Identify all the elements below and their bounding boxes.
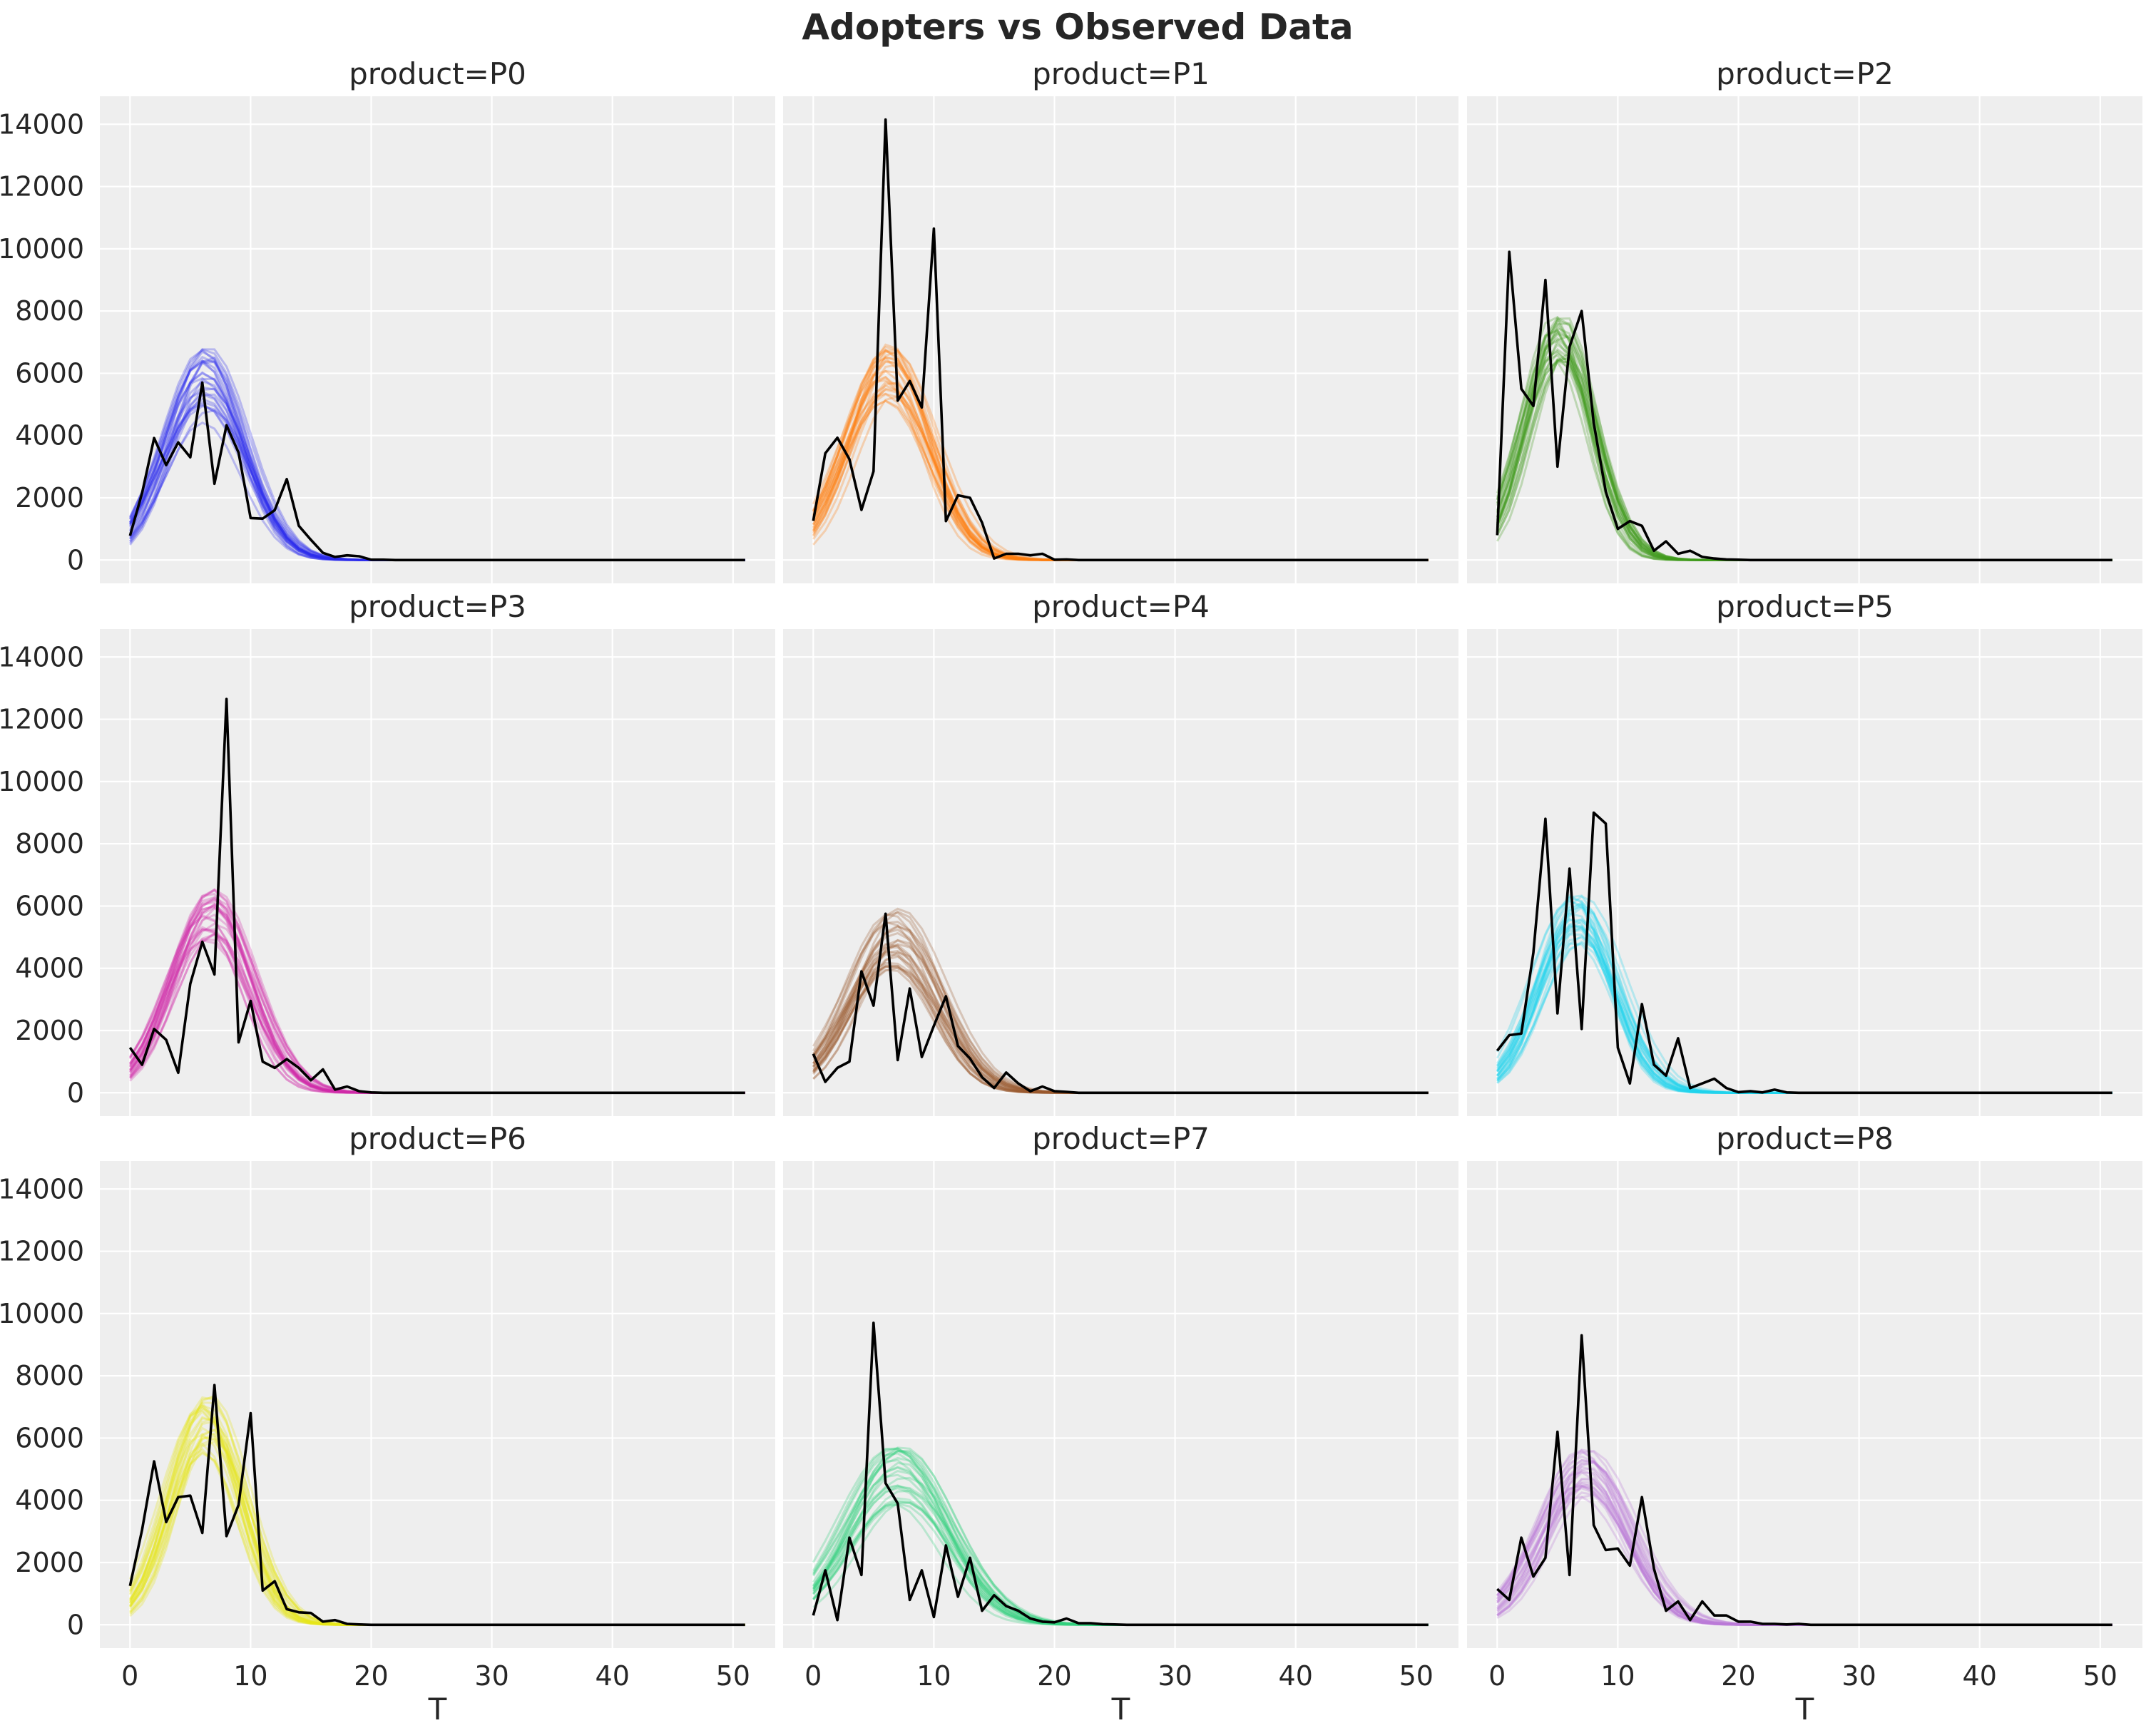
panel-p3: product=P3 0 2000 4000 6000 8000 10000 12000 140…	[0, 589, 775, 1116]
panel-title: product=P7	[1032, 1121, 1210, 1156]
y-tick-label: 0	[67, 1077, 84, 1108]
panel-title: product=P4	[1032, 589, 1210, 624]
grid	[783, 629, 1458, 1116]
grid	[1467, 96, 2142, 583]
plot-area	[1496, 1334, 2112, 1627]
plot-area	[128, 1384, 745, 1627]
x-axis-label: T	[1111, 1692, 1130, 1727]
panel-p2: product=P2	[1467, 56, 2142, 583]
y-tick-label: 8000	[15, 295, 84, 327]
grid	[100, 629, 775, 1116]
x-tick-label: 0	[804, 1660, 822, 1692]
y-tick-label: 6000	[15, 357, 84, 389]
plot-area	[1496, 811, 2112, 1095]
x-tick-label: 0	[121, 1660, 138, 1692]
x-axis-label: T	[428, 1692, 447, 1727]
plot-area	[812, 907, 1429, 1095]
x-tick-label: 30	[1841, 1660, 1876, 1692]
grid	[100, 96, 775, 583]
y-tick-label: 6000	[15, 890, 84, 921]
y-tick-label: 8000	[15, 828, 84, 859]
x-tick-label: 30	[1158, 1660, 1192, 1692]
y-tick-label: 4000	[15, 1485, 84, 1516]
plot-area	[1496, 250, 2112, 562]
panel-p5: product=P5	[1467, 589, 2142, 1116]
observed-line	[128, 381, 745, 562]
y-tick-label: 12000	[0, 171, 84, 203]
panel-p0: product=P0 0 2000 4000 6000 8000 10000 12000 140…	[0, 56, 775, 583]
panel-title: product=P1	[1032, 56, 1210, 91]
x-tick-label: 20	[354, 1660, 388, 1692]
x-tick-label: 0	[1488, 1660, 1506, 1692]
x-tick-label: 40	[1279, 1660, 1313, 1692]
observed-line	[1496, 250, 2112, 562]
panel-title: product=P5	[1716, 589, 1894, 624]
grid	[783, 96, 1458, 583]
panel-p6: product=P6 0 2000 4000 6000 8000 10000 12000 140…	[0, 1121, 775, 1727]
panel-background	[1467, 96, 2142, 583]
observed-line	[812, 1321, 1429, 1627]
plot-area	[812, 1321, 1429, 1627]
y-tick-label: 8000	[15, 1360, 84, 1391]
x-tick-label: 50	[2083, 1660, 2117, 1692]
x-tick-label: 10	[233, 1660, 267, 1692]
panel-title: product=P6	[349, 1121, 526, 1156]
observed-line	[812, 118, 1429, 562]
panel-background	[1467, 629, 2142, 1116]
y-tick-label: 12000	[0, 704, 84, 735]
y-tick-label: 14000	[0, 108, 84, 140]
x-tick-label: 50	[1399, 1660, 1434, 1692]
observed-line	[1496, 811, 2112, 1095]
y-tick-label: 0	[67, 544, 84, 576]
y-tick-label: 2000	[15, 482, 84, 513]
x-tick-label: 30	[474, 1660, 509, 1692]
panel-p1: product=P1	[783, 56, 1458, 583]
y-tick-label: 10000	[0, 1298, 84, 1329]
x-tick-label: 50	[716, 1660, 750, 1692]
panel-title: product=P3	[349, 589, 526, 624]
y-tick-label: 14000	[0, 1173, 84, 1205]
plot-area	[128, 697, 745, 1095]
x-tick-label: 20	[1721, 1660, 1755, 1692]
y-tick-label: 2000	[15, 1015, 84, 1046]
y-tick-label: 14000	[0, 641, 84, 673]
panel-background	[1467, 1161, 2142, 1648]
y-tick-label: 0	[67, 1609, 84, 1640]
x-tick-label: 10	[1600, 1660, 1635, 1692]
x-tick-label: 20	[1037, 1660, 1071, 1692]
x-tick-label: 40	[596, 1660, 630, 1692]
panel-p8: product=P8 0 10 20 30 40 50 T	[1467, 1121, 2142, 1727]
plot-area	[812, 118, 1429, 562]
y-tick-label: 10000	[0, 766, 84, 797]
x-tick-label: 40	[1963, 1660, 1997, 1692]
panel-p4: product=P4	[783, 589, 1458, 1116]
observed-line	[812, 912, 1429, 1095]
y-tick-label: 4000	[15, 420, 84, 451]
x-axis-label: T	[1795, 1692, 1814, 1727]
panel-background	[783, 629, 1458, 1116]
panel-title: product=P2	[1716, 56, 1894, 91]
plot-area	[128, 348, 745, 562]
x-tick-label: 10	[916, 1660, 951, 1692]
figure-title: Adopters vs Observed Data	[802, 6, 1353, 48]
y-tick-label: 6000	[15, 1422, 84, 1453]
observed-line	[128, 1384, 745, 1627]
observed-line	[128, 697, 745, 1095]
panel-title: product=P0	[349, 56, 526, 91]
y-tick-label: 12000	[0, 1236, 84, 1267]
y-tick-label: 2000	[15, 1547, 84, 1578]
panel-background	[100, 629, 775, 1116]
observed-line	[1496, 1334, 2112, 1627]
y-tick-label: 10000	[0, 233, 84, 265]
panel-background	[100, 96, 775, 583]
y-tick-label: 4000	[15, 953, 84, 984]
panel-p7: product=P7 0 10 20 30 40 50 T	[783, 1121, 1458, 1727]
panel-background	[783, 1161, 1458, 1648]
panel-title: product=P8	[1716, 1121, 1894, 1156]
